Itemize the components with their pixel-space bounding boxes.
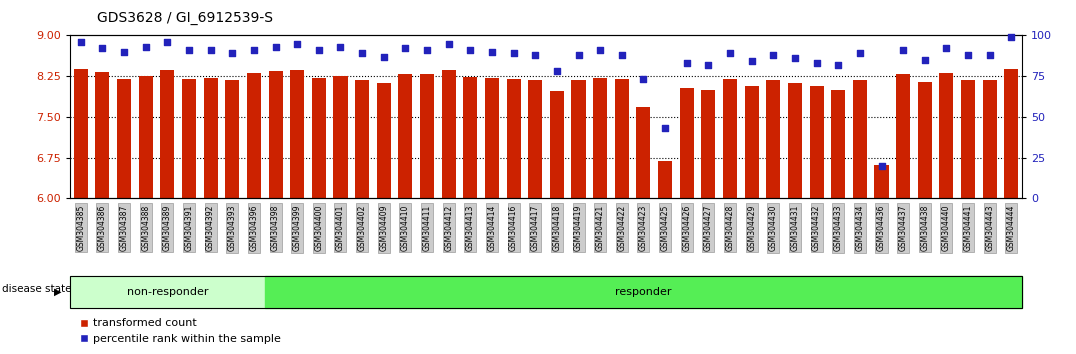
- Point: [570, 52, 587, 58]
- Point: [331, 44, 349, 50]
- Bar: [377, 83, 391, 198]
- Point: [202, 47, 220, 53]
- Bar: [875, 165, 889, 198]
- Bar: [1004, 69, 1018, 198]
- Point: [288, 41, 306, 46]
- Point: [549, 68, 566, 74]
- Point: [894, 47, 911, 53]
- Bar: [636, 107, 651, 198]
- Point: [397, 46, 414, 51]
- Point: [765, 52, 782, 58]
- Bar: [528, 80, 542, 198]
- Bar: [571, 80, 585, 198]
- Point: [699, 62, 717, 68]
- Point: [181, 47, 198, 53]
- Text: GDS3628 / GI_6912539-S: GDS3628 / GI_6912539-S: [97, 11, 273, 25]
- Bar: [139, 76, 153, 198]
- Bar: [745, 86, 759, 198]
- Point: [981, 52, 999, 58]
- Text: responder: responder: [615, 287, 671, 297]
- Point: [505, 51, 522, 56]
- Bar: [246, 73, 261, 198]
- Bar: [593, 78, 607, 198]
- Point: [159, 39, 176, 45]
- Bar: [355, 80, 369, 198]
- Bar: [291, 70, 305, 198]
- Bar: [96, 72, 110, 198]
- Bar: [441, 70, 456, 198]
- Point: [873, 163, 890, 169]
- Bar: [117, 79, 131, 198]
- Point: [787, 55, 804, 61]
- Point: [310, 47, 327, 53]
- Point: [678, 60, 695, 66]
- Text: non-responder: non-responder: [127, 287, 208, 297]
- Bar: [702, 90, 716, 198]
- Point: [94, 46, 111, 51]
- Point: [245, 47, 263, 53]
- Bar: [939, 73, 953, 198]
- Bar: [853, 80, 867, 198]
- Point: [613, 52, 631, 58]
- Bar: [507, 79, 521, 198]
- Text: disease state: disease state: [2, 284, 72, 293]
- Bar: [312, 78, 326, 198]
- Point: [938, 46, 955, 51]
- Bar: [160, 70, 174, 198]
- Bar: [918, 82, 932, 198]
- Point: [830, 62, 847, 68]
- Bar: [269, 71, 283, 198]
- Legend: transformed count, percentile rank within the sample: transformed count, percentile rank withi…: [75, 314, 285, 348]
- Point: [721, 51, 738, 56]
- Point: [224, 51, 241, 56]
- Bar: [659, 161, 672, 198]
- Bar: [225, 80, 239, 198]
- Point: [267, 44, 284, 50]
- Point: [1003, 34, 1020, 40]
- Point: [440, 41, 457, 46]
- Point: [960, 52, 977, 58]
- Bar: [550, 91, 564, 198]
- Bar: [464, 77, 478, 198]
- Bar: [766, 80, 780, 198]
- Point: [656, 125, 674, 131]
- Bar: [896, 74, 910, 198]
- Bar: [614, 79, 628, 198]
- Bar: [182, 79, 196, 198]
- Bar: [831, 90, 846, 198]
- Bar: [809, 86, 823, 198]
- Point: [419, 47, 436, 53]
- Point: [808, 60, 825, 66]
- Bar: [398, 74, 412, 198]
- Bar: [74, 69, 88, 198]
- Text: ▶: ▶: [54, 287, 61, 297]
- Point: [72, 39, 89, 45]
- Bar: [485, 78, 499, 198]
- Bar: [788, 82, 802, 198]
- Point: [462, 47, 479, 53]
- Bar: [961, 80, 975, 198]
- Point: [635, 76, 652, 82]
- Bar: [334, 75, 348, 198]
- Bar: [723, 79, 737, 198]
- Point: [483, 49, 500, 55]
- Point: [851, 51, 868, 56]
- Point: [137, 44, 154, 50]
- Bar: [680, 87, 694, 198]
- Point: [744, 59, 761, 64]
- Point: [916, 57, 933, 63]
- Point: [526, 52, 543, 58]
- Bar: [982, 80, 996, 198]
- Bar: [420, 74, 434, 198]
- Point: [592, 47, 609, 53]
- Point: [115, 49, 132, 55]
- Bar: [203, 78, 217, 198]
- Point: [376, 54, 393, 59]
- Point: [354, 51, 371, 56]
